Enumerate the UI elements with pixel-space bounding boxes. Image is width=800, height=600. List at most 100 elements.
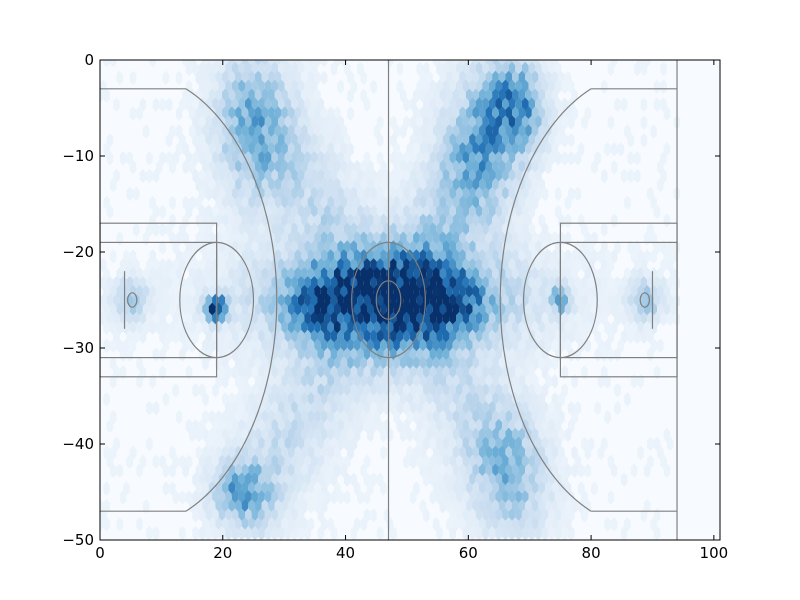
hexbin-cell bbox=[314, 302, 321, 318]
hexbin-cell bbox=[416, 204, 423, 219]
hexbin-cell bbox=[634, 276, 641, 291]
hexbin-cell bbox=[251, 79, 259, 94]
hexbin-cell bbox=[614, 383, 621, 398]
hexbin-cell bbox=[439, 302, 447, 318]
hexbin-cell bbox=[561, 490, 568, 505]
hexbin-cell bbox=[222, 338, 229, 353]
hexbin-cell bbox=[568, 401, 575, 416]
hexbin-cell bbox=[423, 401, 430, 416]
hexbin-cell bbox=[192, 526, 199, 540]
hexbin-cell bbox=[607, 61, 615, 77]
hexbin-cell bbox=[479, 142, 486, 157]
hexbin-cell bbox=[152, 204, 160, 219]
hexbin-cell bbox=[564, 427, 572, 443]
hexbin-cell bbox=[456, 115, 463, 130]
hexbin-cell bbox=[360, 70, 367, 85]
hexbin-cell bbox=[360, 177, 367, 193]
hexbin-cell bbox=[545, 106, 552, 121]
hexbin-cell bbox=[294, 177, 302, 193]
hexbin-cell bbox=[215, 499, 222, 514]
hexbin-cell bbox=[442, 436, 450, 451]
hexbin-cell bbox=[248, 142, 255, 157]
hexbin-cell bbox=[340, 463, 348, 478]
hexbin-cell bbox=[165, 329, 173, 344]
right-hoop bbox=[639, 292, 651, 308]
hexbin-cell bbox=[396, 276, 404, 291]
hexbin-cell bbox=[571, 499, 578, 514]
hexbin-cell bbox=[205, 204, 213, 219]
hexbin-cell bbox=[231, 204, 239, 219]
hexbin-cell bbox=[258, 365, 265, 380]
hexbin-cell bbox=[294, 338, 302, 353]
hexbin-cell bbox=[314, 177, 321, 193]
hexbin-cell bbox=[521, 436, 529, 451]
hexbin-cell bbox=[258, 526, 265, 540]
hexbin-cell bbox=[459, 106, 466, 121]
hexbin-cell bbox=[650, 338, 657, 353]
hexbin-cell bbox=[169, 195, 176, 210]
hexbin-cell bbox=[347, 88, 354, 103]
hexbin-cell bbox=[426, 142, 433, 157]
hexbin-cell bbox=[446, 267, 453, 282]
hexbin-cell bbox=[502, 329, 509, 344]
hexbin-cell bbox=[314, 463, 321, 478]
hexbin-cell bbox=[360, 302, 367, 318]
hexbin-cell bbox=[202, 142, 209, 157]
hexbin-cell bbox=[129, 106, 137, 121]
hexbin-cell bbox=[281, 427, 288, 443]
hexbin-cell bbox=[264, 526, 272, 540]
hexbin-cell bbox=[251, 526, 259, 540]
hexbin-cell bbox=[465, 302, 473, 318]
hexbin-cell bbox=[274, 427, 282, 443]
hexbin-cell bbox=[202, 499, 209, 514]
hexbin-cell bbox=[192, 508, 199, 523]
hexbin-cell bbox=[103, 320, 110, 335]
hexbin-cell bbox=[459, 463, 466, 478]
hexbin-cell bbox=[310, 115, 318, 130]
right-three-point-arc bbox=[499, 88, 592, 512]
hexbin-cell bbox=[462, 365, 470, 380]
hexbin-cell bbox=[357, 490, 364, 505]
hexbin-cell bbox=[479, 302, 486, 318]
hexbin-cell bbox=[620, 276, 628, 291]
hexbin-cell bbox=[380, 177, 387, 193]
hexbin-cell bbox=[505, 267, 512, 282]
hexbin-cell bbox=[442, 240, 450, 255]
hexbin-cell bbox=[426, 338, 433, 353]
hexbin-cell bbox=[271, 436, 278, 451]
hexbin-cell bbox=[297, 115, 305, 130]
hexbin-cell bbox=[301, 177, 308, 193]
hexbin-cell bbox=[113, 329, 120, 344]
hexbin-cell bbox=[492, 427, 499, 443]
hexbin-cell bbox=[574, 151, 582, 166]
hexbin-cell bbox=[310, 276, 318, 291]
hexbin-cell bbox=[601, 222, 608, 237]
hexbin-cell bbox=[109, 338, 117, 353]
hexbin-cell bbox=[182, 463, 189, 478]
hexbin-cell bbox=[310, 329, 318, 344]
hexbin-cell bbox=[587, 436, 595, 451]
hexbin-cell bbox=[241, 338, 249, 353]
hexbin-cell bbox=[100, 79, 107, 94]
hexbin-cell bbox=[228, 177, 236, 193]
hexbin-cell bbox=[169, 213, 176, 228]
hexbin-cell bbox=[525, 302, 532, 318]
hexbin-cell bbox=[456, 204, 463, 219]
hexbin-cell bbox=[492, 177, 499, 193]
hexbin-cell bbox=[347, 427, 354, 443]
hexbin-cell bbox=[248, 338, 255, 353]
hexbin-cell bbox=[126, 186, 133, 202]
hexbin-cell bbox=[238, 436, 245, 451]
hexbin-cell bbox=[327, 427, 334, 443]
hexbin-cell bbox=[182, 160, 189, 175]
hexbin-cell bbox=[601, 276, 608, 291]
hexbin-cell bbox=[541, 436, 549, 451]
hexbin-cell bbox=[317, 401, 325, 416]
hexbin-cell bbox=[564, 195, 572, 210]
hexbin-cell bbox=[314, 427, 321, 443]
hexbin-cell bbox=[495, 240, 503, 255]
hexbin-cell bbox=[446, 177, 453, 193]
hexbin-cell bbox=[202, 392, 209, 407]
hexbin-cell bbox=[106, 276, 114, 291]
hexbin-cell bbox=[571, 106, 578, 121]
